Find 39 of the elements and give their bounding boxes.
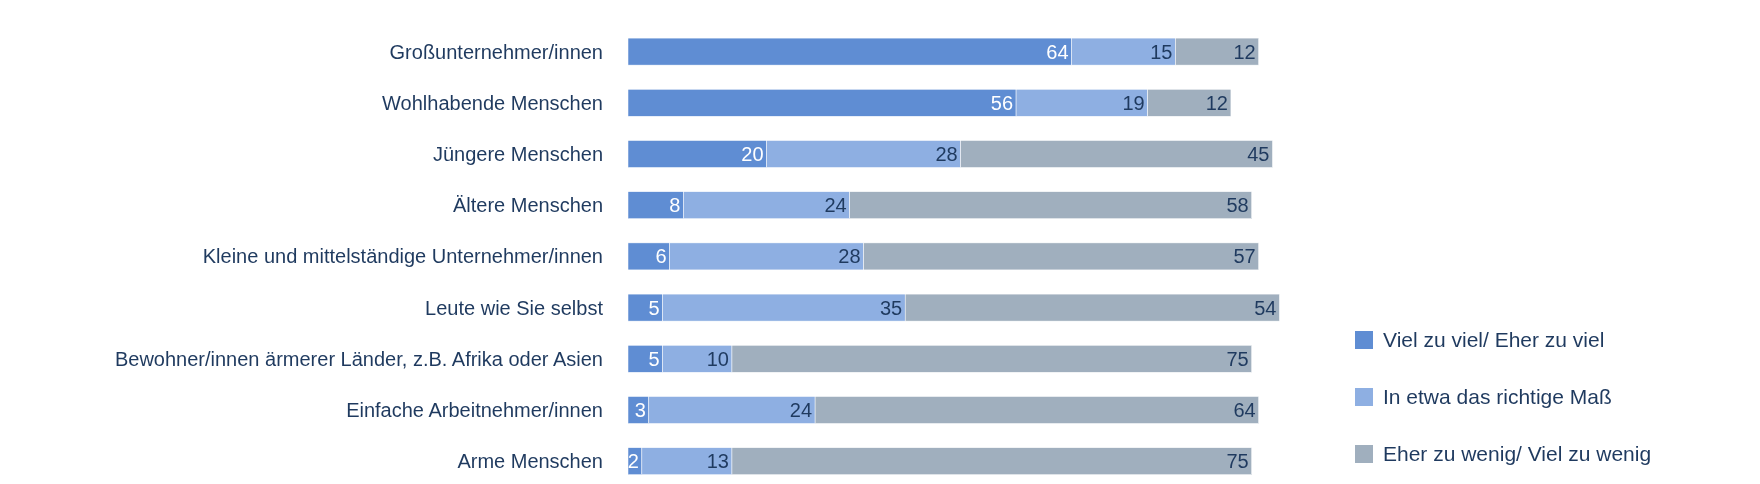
- data-label: 58: [1226, 194, 1249, 217]
- data-label: 64: [1046, 40, 1069, 63]
- data-label: 20: [741, 143, 764, 165]
- data-label: 57: [1233, 245, 1256, 268]
- data-label: 13: [706, 450, 729, 473]
- legend-label: In etwa das richtige Maß: [1383, 385, 1612, 409]
- data-label: 3: [634, 399, 646, 421]
- data-label: 75: [1226, 347, 1249, 370]
- data-label: 24: [789, 399, 813, 421]
- data-label: 5: [648, 296, 660, 319]
- y-tick-label: Bewohner/innen ärmerer Länder, z.B. Afrika oder Asien: [114, 347, 603, 370]
- data-label: 28: [935, 143, 958, 165]
- data-label: 56: [990, 91, 1014, 114]
- y-tick-label: Arme Menschen: [457, 450, 603, 473]
- y-tick-label: Kleine und mittelständige Unternehmer/innen: [202, 245, 603, 268]
- data-label: 12: [1205, 91, 1228, 114]
- data-label: 35: [879, 296, 903, 319]
- y-tick-label: Großunternehmer/innen: [389, 40, 603, 63]
- y-tick-label: Jüngere Menschen: [432, 143, 603, 165]
- y-tick-label: Wohlhabende Menschen: [382, 91, 603, 114]
- legend-label: Eher zu wenig/ Viel zu wenig: [1383, 442, 1652, 466]
- data-label: 28: [838, 245, 861, 268]
- data-label: 19: [1122, 91, 1145, 114]
- data-label: 64: [1233, 399, 1256, 421]
- y-tick-label: Leute wie Sie selbst: [425, 296, 604, 319]
- data-label: 45: [1247, 143, 1270, 165]
- legend-label: Viel zu viel/ Eher zu viel: [1383, 328, 1605, 352]
- data-label: 15: [1150, 40, 1173, 63]
- data-label: 5: [648, 347, 660, 370]
- data-label: 8: [669, 194, 681, 217]
- data-label: 10: [706, 347, 729, 370]
- data-label: 54: [1254, 296, 1277, 319]
- data-label: 2: [627, 450, 639, 473]
- data-label: 75: [1226, 450, 1249, 473]
- y-tick-label: Ältere Menschen: [452, 194, 603, 217]
- data-label: 12: [1233, 40, 1256, 63]
- data-label: 6: [655, 245, 667, 268]
- y-tick-label: Einfache Arbeitnehmer/innen: [346, 399, 603, 421]
- data-label: 24: [824, 194, 847, 217]
